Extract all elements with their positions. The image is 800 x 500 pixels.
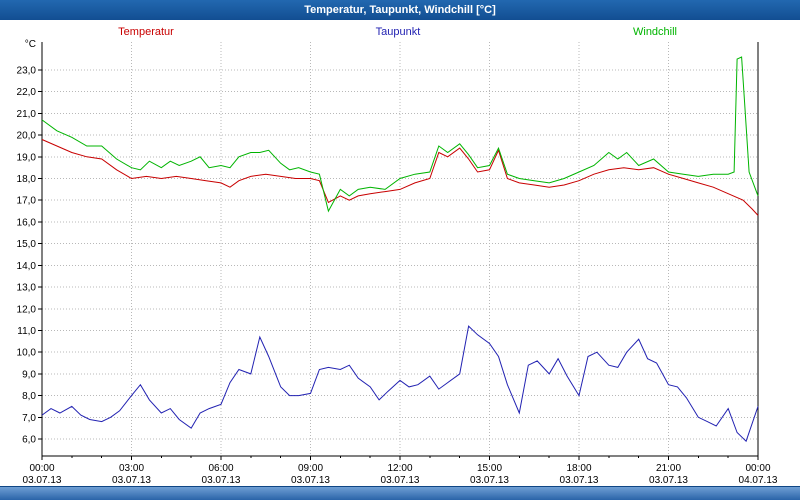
svg-text:15:00: 15:00 <box>477 463 502 474</box>
svg-text:09:00: 09:00 <box>298 463 323 474</box>
svg-text:14,0: 14,0 <box>17 261 37 272</box>
svg-text:03.07.13: 03.07.13 <box>23 475 62 486</box>
chart-canvas: 23,0 22,0 21,0 20,0 19,0 18,0 17,0 16,0 15,0 14,0… <box>17 42 778 486</box>
svg-text:17,0: 17,0 <box>17 196 37 207</box>
legend-temperatur: Temperatur <box>118 26 174 38</box>
svg-text:10,0: 10,0 <box>17 348 37 359</box>
svg-text:06:00: 06:00 <box>208 463 233 474</box>
y-axis-unit-label: °C <box>24 39 36 50</box>
time-scrollbar[interactable] <box>0 486 800 500</box>
svg-text:04.07.13: 04.07.13 <box>739 475 778 486</box>
legend-windchill: Windchill <box>632 26 678 38</box>
svg-text:20,0: 20,0 <box>17 131 37 142</box>
svg-text:15,0: 15,0 <box>17 239 37 250</box>
svg-text:12,0: 12,0 <box>17 304 37 315</box>
svg-text:03.07.13: 03.07.13 <box>202 475 241 486</box>
svg-text:9,0: 9,0 <box>22 369 36 380</box>
svg-text:03.07.13: 03.07.13 <box>112 475 151 486</box>
svg-text:03.07.13: 03.07.13 <box>381 475 420 486</box>
svg-text:18:00: 18:00 <box>566 463 591 474</box>
svg-text:16,0: 16,0 <box>17 217 37 228</box>
svg-text:00:00: 00:00 <box>29 463 54 474</box>
chart-title-bar: Temperatur, Taupunkt, Windchill [°C] <box>0 0 800 20</box>
svg-text:23,0: 23,0 <box>17 66 37 77</box>
svg-text:13,0: 13,0 <box>17 283 37 294</box>
svg-text:03.07.13: 03.07.13 <box>470 475 509 486</box>
legend-taupunkt: Taupunkt <box>375 26 421 38</box>
chart-area: 23,0 22,0 21,0 20,0 19,0 18,0 17,0 16,0 15,0 14,0… <box>0 20 800 486</box>
svg-text:03:00: 03:00 <box>119 463 144 474</box>
svg-text:21:00: 21:00 <box>656 463 681 474</box>
svg-text:03.07.13: 03.07.13 <box>560 475 599 486</box>
svg-text:8,0: 8,0 <box>22 391 36 402</box>
svg-text:21,0: 21,0 <box>17 109 37 120</box>
svg-text:00:00: 00:00 <box>745 463 770 474</box>
svg-text:7,0: 7,0 <box>22 413 36 424</box>
svg-text:22,0: 22,0 <box>17 87 37 98</box>
svg-text:03.07.13: 03.07.13 <box>291 475 330 486</box>
svg-text:12:00: 12:00 <box>387 463 412 474</box>
svg-text:03.07.13: 03.07.13 <box>649 475 688 486</box>
svg-text:6,0: 6,0 <box>22 435 36 446</box>
svg-text:18,0: 18,0 <box>17 174 37 185</box>
svg-text:19,0: 19,0 <box>17 152 37 163</box>
chart-title: Temperatur, Taupunkt, Windchill [°C] <box>304 4 496 16</box>
svg-text:11,0: 11,0 <box>17 326 36 337</box>
